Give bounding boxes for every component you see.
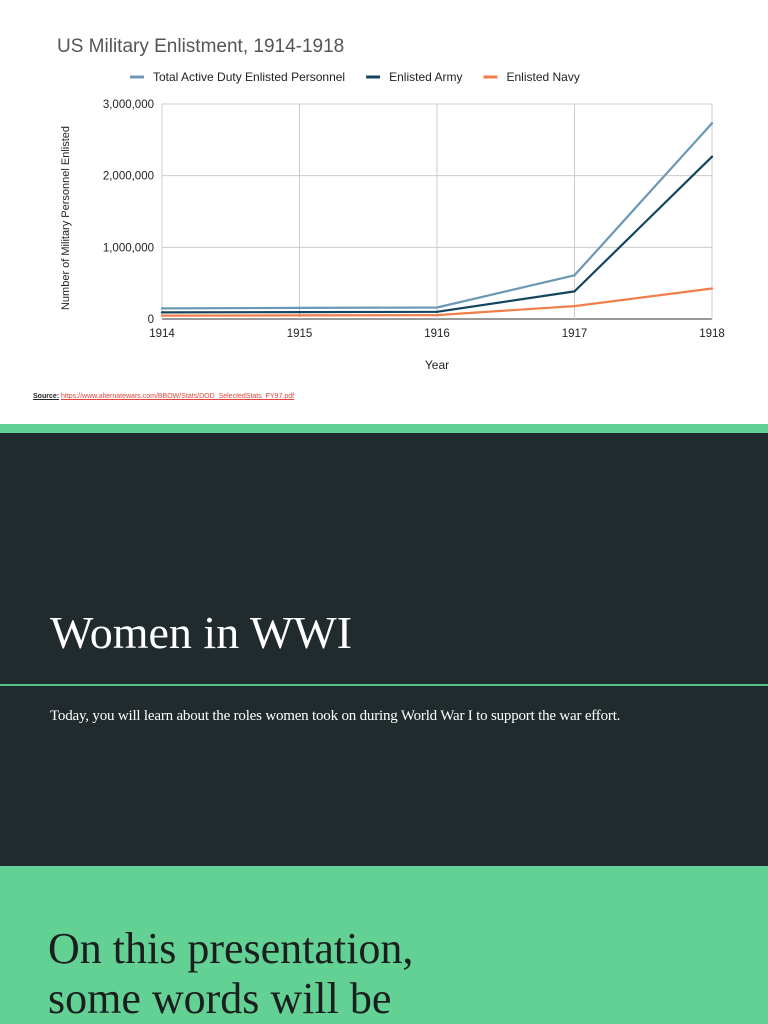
series-0-point-0 [160,307,164,310]
series-2-point-2 [435,313,439,317]
x-tick-label-1: 1915 [287,328,313,340]
intro-slide: Women in WWI Today, you will learn about… [0,433,768,866]
source-citation: Source: https://www.alternatewars.com/BB… [33,393,294,400]
x-tick-label-4: 1918 [699,328,725,340]
series-1-point-2 [435,310,439,314]
heading-line-1: On this presentation, [48,924,414,973]
enlistment-line-chart: US Military Enlistment, 1914-1918 Total A… [57,36,725,372]
series-0-point-3 [573,274,576,277]
series-1-point-3 [573,290,576,293]
series-1-point-0 [160,311,164,314]
series-2-point-0 [160,314,164,317]
source-link[interactable]: https://www.alternatewars.com/BBOW/Stats… [61,393,295,400]
series-1-point-1 [298,310,301,314]
y-tick-label-2: 2,000,000 [103,171,154,183]
note-slide: On this presentation, some words will be [0,866,768,1024]
x-tick-label-3: 1917 [562,328,588,340]
series-0-point-2 [435,306,439,309]
slide-divider-strip [0,424,768,433]
title-divider [0,684,768,686]
heading-line-2: some words will be [48,974,392,1023]
legend-label-2: Enlisted Navy [506,70,579,84]
series-2-point-4 [710,287,714,290]
chart-title: US Military Enlistment, 1914-1918 [57,36,344,57]
series-2-point-3 [573,304,576,308]
chart-slide: US Military Enlistment, 1914-1918 Total A… [0,0,768,424]
x-tick-label-0: 1914 [149,328,175,340]
y-tick-label-0: 0 [148,314,154,326]
series-0-point-4 [710,122,714,125]
legend-label-1: Enlisted Army [389,70,462,84]
series-2-point-1 [298,314,301,317]
y-tick-label-1: 1,000,000 [103,242,154,254]
source-label: Source: [33,393,60,400]
y-axis-label: Number of Military Personnel Enlisted [60,126,72,310]
slide-title: Women in WWI [50,607,353,658]
x-axis-label: Year [425,358,449,372]
series-1-point-4 [710,155,714,158]
legend-label-0: Total Active Duty Enlisted Personnel [153,70,345,84]
x-tick-label-2: 1916 [424,328,450,340]
slide-subtitle: Today, you will learn about the roles wo… [50,708,621,724]
series-0-point-1 [298,306,301,310]
slide-heading: On this presentation, some words will be [48,924,413,1024]
y-tick-label-3: 3,000,000 [103,99,154,111]
